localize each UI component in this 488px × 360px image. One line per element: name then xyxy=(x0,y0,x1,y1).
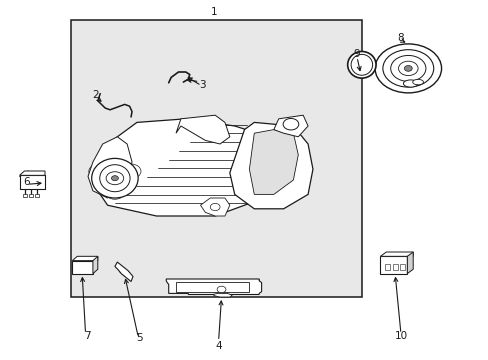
Ellipse shape xyxy=(412,80,423,85)
Bar xyxy=(385,264,389,270)
Circle shape xyxy=(106,172,123,185)
Ellipse shape xyxy=(91,158,138,198)
Circle shape xyxy=(210,203,220,211)
Circle shape xyxy=(89,164,108,179)
Polygon shape xyxy=(88,137,132,198)
Circle shape xyxy=(111,176,118,181)
Bar xyxy=(399,264,404,270)
Ellipse shape xyxy=(347,51,375,78)
Circle shape xyxy=(105,185,124,199)
Circle shape xyxy=(390,55,425,81)
Circle shape xyxy=(398,61,417,76)
Circle shape xyxy=(404,66,411,71)
Bar xyxy=(71,20,361,297)
Text: 8: 8 xyxy=(397,33,404,43)
Polygon shape xyxy=(93,119,293,216)
Circle shape xyxy=(121,164,141,179)
Bar xyxy=(29,194,33,197)
Polygon shape xyxy=(200,198,229,216)
Text: 1: 1 xyxy=(210,6,217,17)
Circle shape xyxy=(374,44,441,93)
Bar xyxy=(380,256,407,274)
Text: 4: 4 xyxy=(215,341,222,351)
Polygon shape xyxy=(166,279,261,294)
Bar xyxy=(392,264,397,270)
Ellipse shape xyxy=(100,165,130,192)
Text: 3: 3 xyxy=(199,80,206,90)
Polygon shape xyxy=(229,122,312,209)
Ellipse shape xyxy=(403,80,417,87)
Polygon shape xyxy=(115,262,133,282)
Text: 7: 7 xyxy=(83,330,90,341)
Polygon shape xyxy=(72,256,98,261)
Ellipse shape xyxy=(350,54,372,75)
Circle shape xyxy=(217,286,225,293)
Polygon shape xyxy=(93,256,98,274)
Bar xyxy=(176,282,249,292)
Polygon shape xyxy=(20,171,45,175)
Polygon shape xyxy=(249,130,298,194)
Bar xyxy=(23,194,27,197)
Polygon shape xyxy=(380,252,412,256)
Polygon shape xyxy=(407,252,412,274)
Circle shape xyxy=(382,50,433,87)
Polygon shape xyxy=(388,52,428,86)
Polygon shape xyxy=(176,115,229,144)
Polygon shape xyxy=(273,115,307,137)
Text: 9: 9 xyxy=(353,49,360,59)
Bar xyxy=(35,194,39,197)
Text: 5: 5 xyxy=(136,333,142,343)
Polygon shape xyxy=(212,293,232,297)
Bar xyxy=(20,175,45,189)
Text: 10: 10 xyxy=(394,330,407,341)
Text: 2: 2 xyxy=(92,90,99,100)
Text: 6: 6 xyxy=(23,177,30,187)
Bar xyxy=(72,261,93,274)
Circle shape xyxy=(283,118,298,130)
